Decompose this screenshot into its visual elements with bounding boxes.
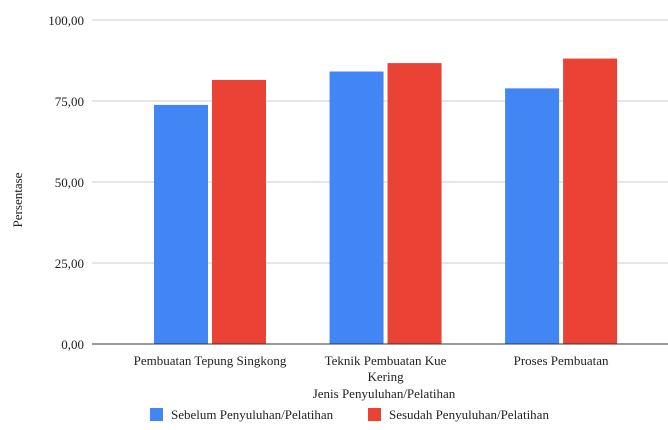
y-tick-label: 75,00 — [55, 94, 84, 109]
bar-sebelum — [154, 104, 208, 344]
y-axis-ticks: 0,00 25,00 50,00 75,00 100,00 — [48, 13, 84, 352]
legend: Sebelum Penyuluhan/Pelatihan Sesudah Peny… — [150, 407, 549, 422]
x-tick-label: Pembuatan Tepung Singkong — [134, 353, 287, 368]
x-tick-label: Teknik Pembuatan Kue — [325, 353, 447, 368]
y-tick-label: 50,00 — [55, 175, 84, 190]
bar-sebelum — [505, 88, 560, 344]
legend-swatch — [150, 408, 163, 421]
x-tick-label: Kering — [367, 369, 404, 384]
x-axis-ticks: Pembuatan Tepung Singkong Teknik Pembuata… — [134, 353, 609, 384]
y-axis-label: Persentase — [10, 172, 25, 227]
x-axis-label: Jenis Penyuluhan/Pelatihan — [313, 386, 456, 401]
y-tick-label: 100,00 — [48, 13, 84, 28]
legend-swatch — [368, 408, 381, 421]
bar-sesudah — [387, 63, 442, 344]
bars — [154, 58, 618, 345]
bar-sesudah — [212, 79, 266, 344]
legend-label: Sebelum Penyuluhan/Pelatihan — [171, 407, 334, 422]
y-tick-label: 25,00 — [55, 256, 84, 271]
bar-sebelum — [329, 71, 384, 345]
x-tick-label: Proses Pembuatan — [514, 353, 609, 368]
y-tick-label: 0,00 — [61, 337, 84, 352]
legend-label: Sesudah Penyuluhan/Pelatihan — [389, 407, 549, 422]
bar-sesudah — [563, 58, 618, 344]
